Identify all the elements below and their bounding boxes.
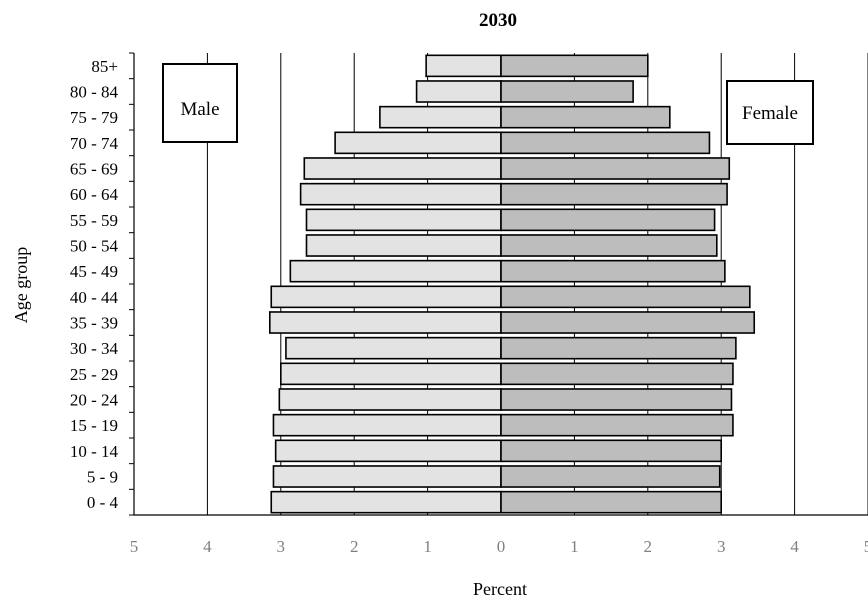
- bar-male: [272, 413, 502, 437]
- vertical-gridlines: [206, 53, 868, 515]
- x-tick-label: 2: [644, 537, 653, 556]
- bar-male: [305, 208, 502, 232]
- bar-male: [425, 54, 502, 78]
- bar-male: [278, 388, 502, 411]
- y-tick-label: 45 - 49: [70, 262, 118, 281]
- bar-male: [274, 439, 502, 463]
- bar-female: [500, 182, 728, 206]
- x-axis-label: Percent: [473, 579, 527, 599]
- bar-male: [334, 131, 502, 155]
- bar-female: [500, 208, 716, 232]
- y-tick-label: 85+: [91, 57, 118, 76]
- bar-male: [305, 234, 502, 257]
- legend-male-box: [162, 63, 238, 143]
- x-tick-label: 1: [423, 537, 432, 556]
- y-tick-label: 70 - 74: [70, 134, 119, 153]
- x-tick-label: 5: [130, 537, 139, 556]
- bar-female: [500, 157, 731, 180]
- x-tick-label: 5: [864, 537, 868, 556]
- bar-female: [500, 439, 722, 463]
- y-tick-label: 55 - 59: [70, 211, 118, 230]
- bar-male: [272, 465, 502, 488]
- y-tick-label: 35 - 39: [70, 314, 118, 333]
- y-tick-label: 50 - 54: [70, 237, 119, 256]
- bar-male: [379, 105, 502, 129]
- y-tick-label: 20 - 24: [70, 391, 119, 410]
- bar-female: [500, 259, 726, 283]
- bar-male: [270, 490, 502, 514]
- y-tick-label: 60 - 64: [70, 185, 119, 204]
- bar-male: [285, 336, 502, 360]
- x-tick-labels: 5 4 3 2 1 0 1 2 3 4 5: [130, 537, 868, 556]
- bar-female: [500, 388, 733, 411]
- bar-female: [500, 490, 722, 514]
- legend-male-label: Male: [180, 99, 219, 120]
- x-tick-label: 2: [350, 537, 359, 556]
- bar-female: [500, 54, 649, 78]
- bar-male: [299, 182, 502, 206]
- y-tick-label: 40 - 44: [70, 288, 119, 307]
- bar-male: [289, 259, 502, 283]
- y-tick-label: 0 - 4: [87, 493, 119, 512]
- bar-female: [500, 285, 751, 309]
- y-tick-label: 25 - 29: [70, 365, 118, 384]
- y-tick-label: 10 - 14: [70, 442, 119, 461]
- bar-male: [415, 80, 502, 103]
- y-tick-label: 65 - 69: [70, 160, 118, 179]
- bar-male: [270, 285, 502, 309]
- bar-female: [500, 413, 734, 437]
- y-tick-label: 15 - 19: [70, 416, 118, 435]
- bars: [268, 54, 756, 514]
- axes: [129, 52, 868, 516]
- legend-female-box: [726, 80, 814, 145]
- y-tick-label: 5 - 9: [87, 468, 118, 487]
- bar-female: [500, 362, 734, 386]
- x-tick-label: 3: [277, 537, 286, 556]
- bar-male: [279, 362, 502, 386]
- legend-female-label: Female: [742, 103, 798, 124]
- chart-title: 2030: [479, 10, 517, 31]
- x-tick-label: 4: [203, 537, 212, 556]
- y-tick-label: 30 - 34: [70, 339, 119, 358]
- bar-female: [500, 465, 721, 488]
- bar-female: [500, 105, 671, 129]
- y-tick-label: 75 - 79: [70, 108, 118, 127]
- x-tick-label: 1: [570, 537, 579, 556]
- y-axis-label: Age group: [11, 247, 31, 323]
- bar-female: [500, 311, 756, 334]
- x-tick-label: 4: [790, 537, 799, 556]
- y-tick-labels: 0 - 4 5 - 9 10 - 14 15 - 19 20 - 24 25 - 29 30…: [70, 57, 119, 512]
- bar-female: [500, 234, 718, 257]
- bar-male: [303, 157, 502, 180]
- y-tick-label: 80 - 84: [70, 83, 119, 102]
- legend-female: Female: [726, 80, 814, 145]
- legend-male: Male: [162, 63, 238, 143]
- bar-female: [500, 80, 634, 103]
- x-tick-label: 0: [497, 537, 506, 556]
- bar-female: [500, 336, 737, 360]
- bar-male: [268, 311, 502, 334]
- x-tick-label: 3: [717, 537, 726, 556]
- bar-female: [500, 131, 711, 155]
